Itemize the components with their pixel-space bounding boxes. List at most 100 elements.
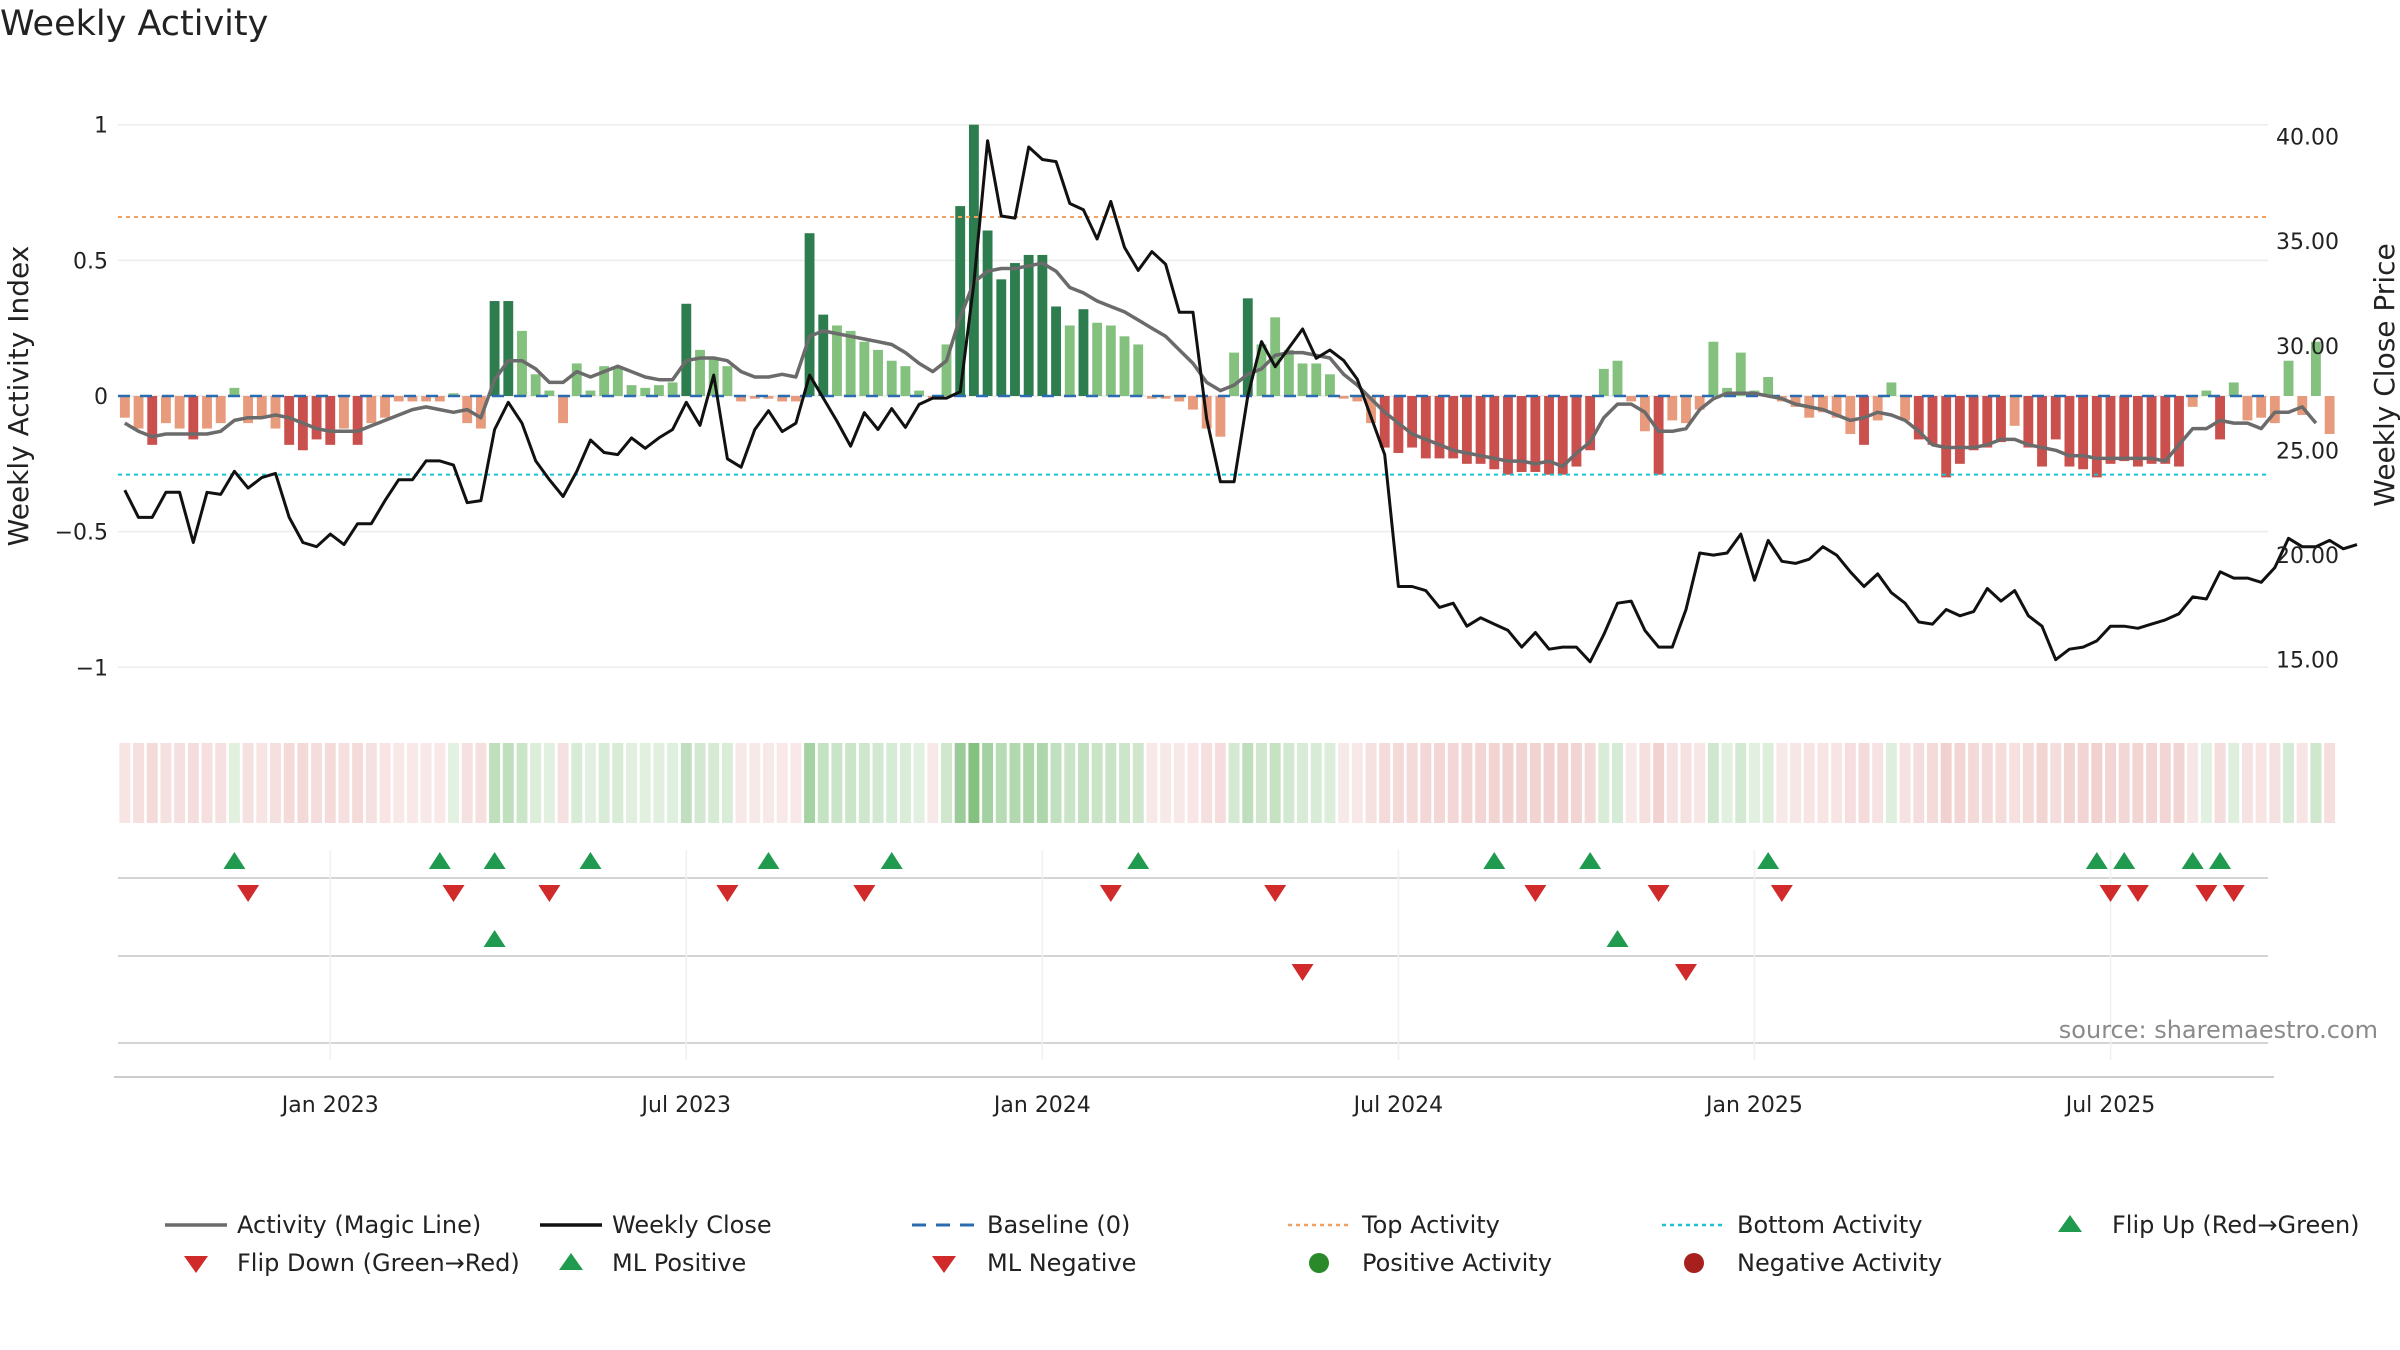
ml-negative-marker bbox=[1674, 964, 1697, 981]
heat-cell bbox=[735, 743, 747, 823]
activity-bar bbox=[2201, 390, 2212, 396]
heat-cell bbox=[612, 743, 624, 823]
heat-cell bbox=[1009, 743, 1021, 823]
ml-positive-marker bbox=[483, 930, 506, 947]
heat-cell bbox=[1036, 743, 1048, 823]
heat-cell bbox=[571, 743, 583, 823]
flip-up-marker bbox=[2181, 852, 2204, 869]
heat-cell bbox=[927, 743, 939, 823]
heat-cell bbox=[2228, 743, 2240, 823]
x-tick-label: Jan 2024 bbox=[992, 1093, 1091, 1118]
heat-cell bbox=[1735, 743, 1747, 823]
y-left-tick-label: 1 bbox=[94, 114, 108, 139]
heat-cell bbox=[2050, 743, 2062, 823]
heat-cell bbox=[1447, 743, 1459, 823]
flip-up-marker bbox=[2209, 852, 2232, 869]
activity-bar bbox=[585, 390, 596, 396]
activity-bar bbox=[1694, 396, 1705, 410]
heat-cell bbox=[1434, 743, 1445, 823]
heat-cell bbox=[1475, 743, 1487, 823]
heat-cell bbox=[584, 743, 596, 823]
activity-bar bbox=[1461, 396, 1472, 464]
activity-bar bbox=[804, 233, 815, 396]
axes: 1 0.5 0 −0.5 −1 40.00 35.00 30.00 25.00 20.00 15.0… bbox=[2, 114, 2400, 682]
activity-bar bbox=[2091, 396, 2102, 478]
activity-bar bbox=[2132, 396, 2143, 467]
flip-down-marker bbox=[1264, 885, 1287, 902]
activity-bar bbox=[1434, 396, 1445, 459]
flip-markers bbox=[118, 850, 2268, 1060]
activity-bar bbox=[914, 390, 925, 396]
heat-cell bbox=[365, 743, 377, 823]
heat-cell bbox=[2269, 743, 2281, 823]
activity-bar bbox=[640, 387, 651, 396]
heat-cell bbox=[817, 743, 829, 823]
activity-bar bbox=[174, 396, 185, 429]
activity-bar bbox=[2146, 396, 2157, 464]
activity-bar bbox=[1872, 396, 1883, 421]
heat-cell bbox=[1077, 743, 1089, 823]
activity-bar bbox=[1023, 254, 1034, 396]
flip-up-marker bbox=[483, 852, 506, 869]
activity-bar bbox=[1420, 396, 1431, 459]
activity-bar bbox=[777, 396, 788, 402]
activity-bar bbox=[1297, 363, 1308, 396]
activity-bar bbox=[1845, 396, 1856, 434]
heat-cell bbox=[420, 743, 432, 823]
y-right-tick-label: 25.00 bbox=[2276, 439, 2339, 464]
activity-bar bbox=[1503, 396, 1513, 475]
heat-cell bbox=[1584, 743, 1596, 823]
legend: Activity (Magic Line) Weekly Close Baselin… bbox=[165, 1211, 2360, 1277]
heat-cell bbox=[338, 743, 350, 823]
activity-bar bbox=[147, 396, 158, 445]
activity-bar bbox=[1407, 396, 1418, 448]
flip-down-marker bbox=[538, 885, 561, 902]
heat-cell bbox=[1283, 743, 1295, 823]
heat-cell bbox=[2118, 743, 2130, 823]
flip-down-marker bbox=[853, 885, 876, 902]
source-label: source: sharemaestro.com bbox=[2059, 1016, 2378, 1044]
heat-cell bbox=[2324, 743, 2336, 823]
activity-bar bbox=[270, 396, 281, 429]
heat-cell bbox=[831, 743, 843, 823]
activity-bar bbox=[1174, 396, 1185, 402]
heat-cell bbox=[1721, 743, 1733, 823]
heat-cell bbox=[434, 743, 446, 823]
heat-cell bbox=[1694, 743, 1706, 823]
activity-bar bbox=[1818, 396, 1828, 413]
y-left-tick-label: −0.5 bbox=[55, 521, 108, 546]
heat-cell bbox=[1091, 743, 1103, 823]
heat-cell bbox=[776, 743, 788, 823]
activity-bar bbox=[325, 396, 336, 445]
heat-cell bbox=[886, 743, 898, 823]
heat-cell bbox=[845, 743, 857, 823]
legend-swatch-positive-activity bbox=[1309, 1253, 1329, 1273]
activity-bar bbox=[1105, 325, 1116, 396]
activity-bar bbox=[1831, 396, 1842, 418]
activity-bar bbox=[448, 393, 459, 396]
activity-bar bbox=[188, 396, 199, 440]
activity-bar bbox=[763, 396, 774, 399]
heat-cell bbox=[1406, 743, 1418, 823]
flip-up-marker bbox=[2085, 852, 2108, 869]
flip-up-marker bbox=[1127, 852, 1150, 869]
flip-down-marker bbox=[716, 885, 739, 902]
heat-cell bbox=[1557, 743, 1569, 823]
activity-bar bbox=[530, 374, 541, 396]
legend-label: Activity (Magic Line) bbox=[237, 1211, 481, 1239]
legend-swatch-flip-down bbox=[184, 1256, 208, 1273]
activity-bar bbox=[832, 325, 842, 396]
heat-cell bbox=[899, 743, 911, 823]
y-right-tick-label: 40.00 bbox=[2276, 125, 2339, 150]
heat-cell bbox=[1940, 743, 1952, 823]
heat-cell bbox=[1885, 743, 1897, 823]
heat-cell bbox=[667, 743, 679, 823]
legend-label: Top Activity bbox=[1361, 1211, 1500, 1239]
activity-bar bbox=[900, 366, 911, 396]
heat-cell bbox=[1954, 743, 1966, 823]
heat-cell bbox=[406, 743, 418, 823]
activity-bar bbox=[489, 301, 500, 396]
activity-bar bbox=[1078, 309, 1089, 396]
activity-bar bbox=[2119, 396, 2130, 462]
